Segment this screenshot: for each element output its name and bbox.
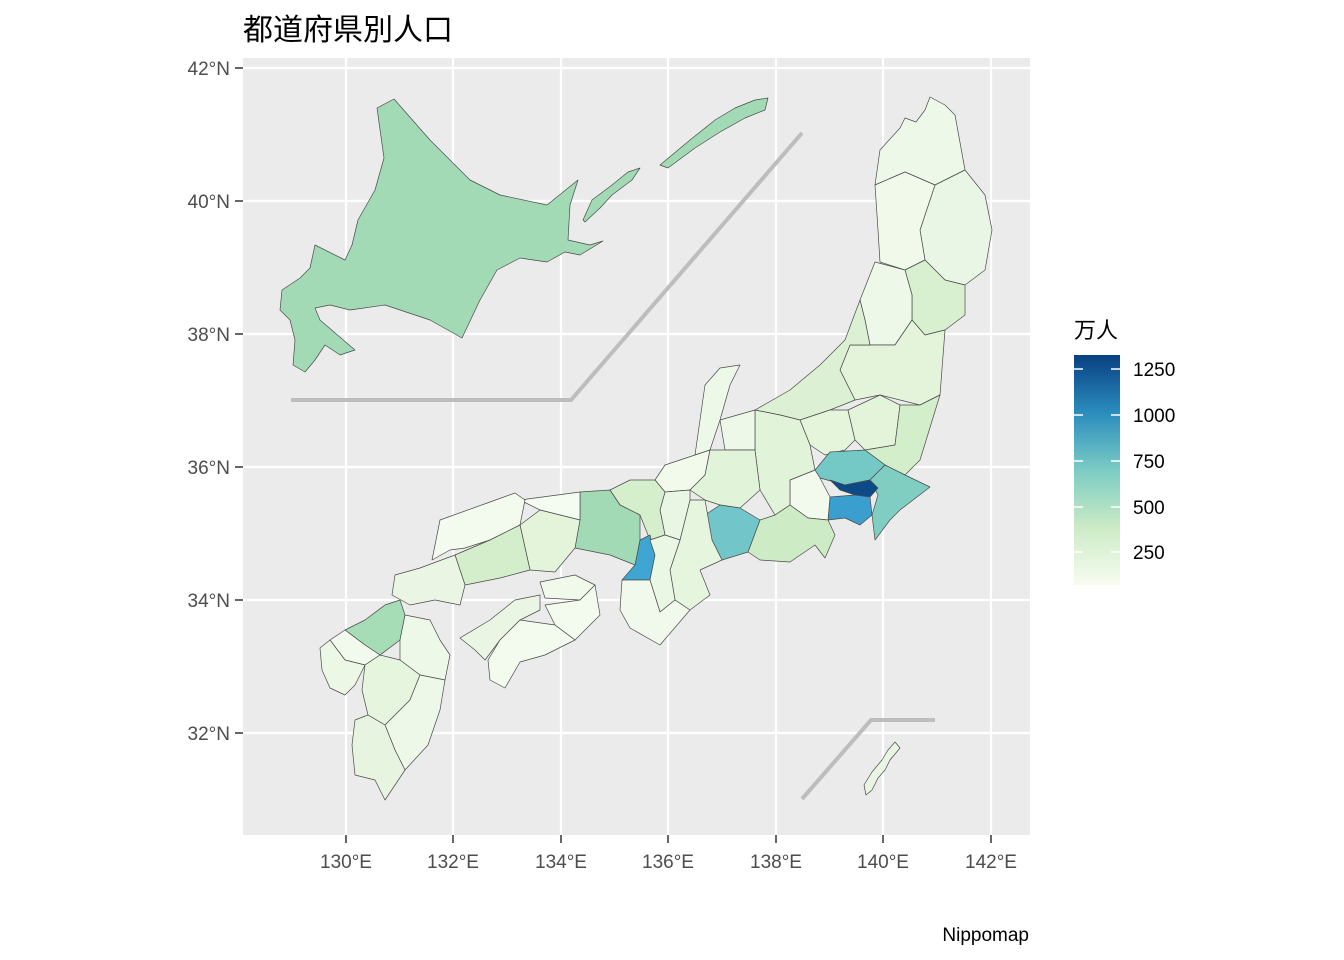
region-chiba: [869, 464, 931, 541]
x-tick-label: 142°E: [965, 852, 1017, 873]
region-hokkaido: [279, 98, 604, 373]
y-tick-label: 32°N: [188, 724, 230, 745]
y-tick-label: 38°N: [188, 325, 230, 346]
region-shizuoka: [747, 504, 836, 563]
legend-label: 1250: [1133, 360, 1175, 381]
region-hokkaido-kuril: [659, 97, 769, 169]
prefecture-layer: [279, 96, 993, 801]
x-tick-label: 140°E: [857, 852, 909, 873]
legend-colorbar: [1074, 355, 1120, 585]
axis-ticks: [235, 67, 992, 843]
region-kagoshima: [351, 714, 406, 801]
hokkaido-inset-line: [291, 131, 804, 402]
caption: Nippomap: [942, 925, 1029, 946]
region-nagasaki: [319, 639, 366, 696]
okinawa-inset-line: [800, 718, 935, 801]
region-yamaguchi: [391, 554, 466, 606]
legend-label: 750: [1133, 452, 1165, 473]
region-wakayama: [619, 579, 691, 646]
region-kochi: [487, 619, 576, 689]
y-tick-label: 42°N: [188, 59, 230, 80]
inset-separators: [291, 131, 935, 801]
legend-label: 250: [1133, 543, 1165, 564]
x-tick-label: 138°E: [750, 852, 802, 873]
x-tick-label: 132°E: [427, 852, 479, 873]
x-tick-label: 130°E: [320, 852, 372, 873]
x-tick-label: 136°E: [642, 852, 694, 873]
legend-tick-marks: [1074, 368, 1120, 553]
y-tick-label: 34°N: [188, 591, 230, 612]
y-axis-labels: 42°N 40°N 38°N 36°N 34°N 32°N: [188, 59, 230, 745]
legend-label: 1000: [1133, 406, 1175, 427]
region-gunma: [799, 409, 856, 456]
legend-label: 500: [1133, 498, 1165, 519]
legend: 万人 1250 1000 750 500 250: [1074, 319, 1175, 585]
legend-title: 万人: [1074, 319, 1118, 344]
region-ishikawa: [694, 364, 741, 456]
page-title: 都道府県別人口: [243, 13, 453, 48]
region-okinawa: [863, 741, 901, 796]
y-tick-label: 36°N: [188, 458, 230, 479]
region-kanagawa: [827, 494, 873, 526]
region-ehime: [459, 594, 541, 661]
x-tick-label: 134°E: [535, 852, 587, 873]
region-hokkaido-sakhalin: [582, 167, 641, 223]
y-tick-label: 40°N: [188, 192, 230, 213]
region-tokyo: [829, 479, 879, 498]
x-axis-labels: 130°E 132°E 134°E 136°E 138°E 140°E 142°…: [320, 852, 1017, 873]
